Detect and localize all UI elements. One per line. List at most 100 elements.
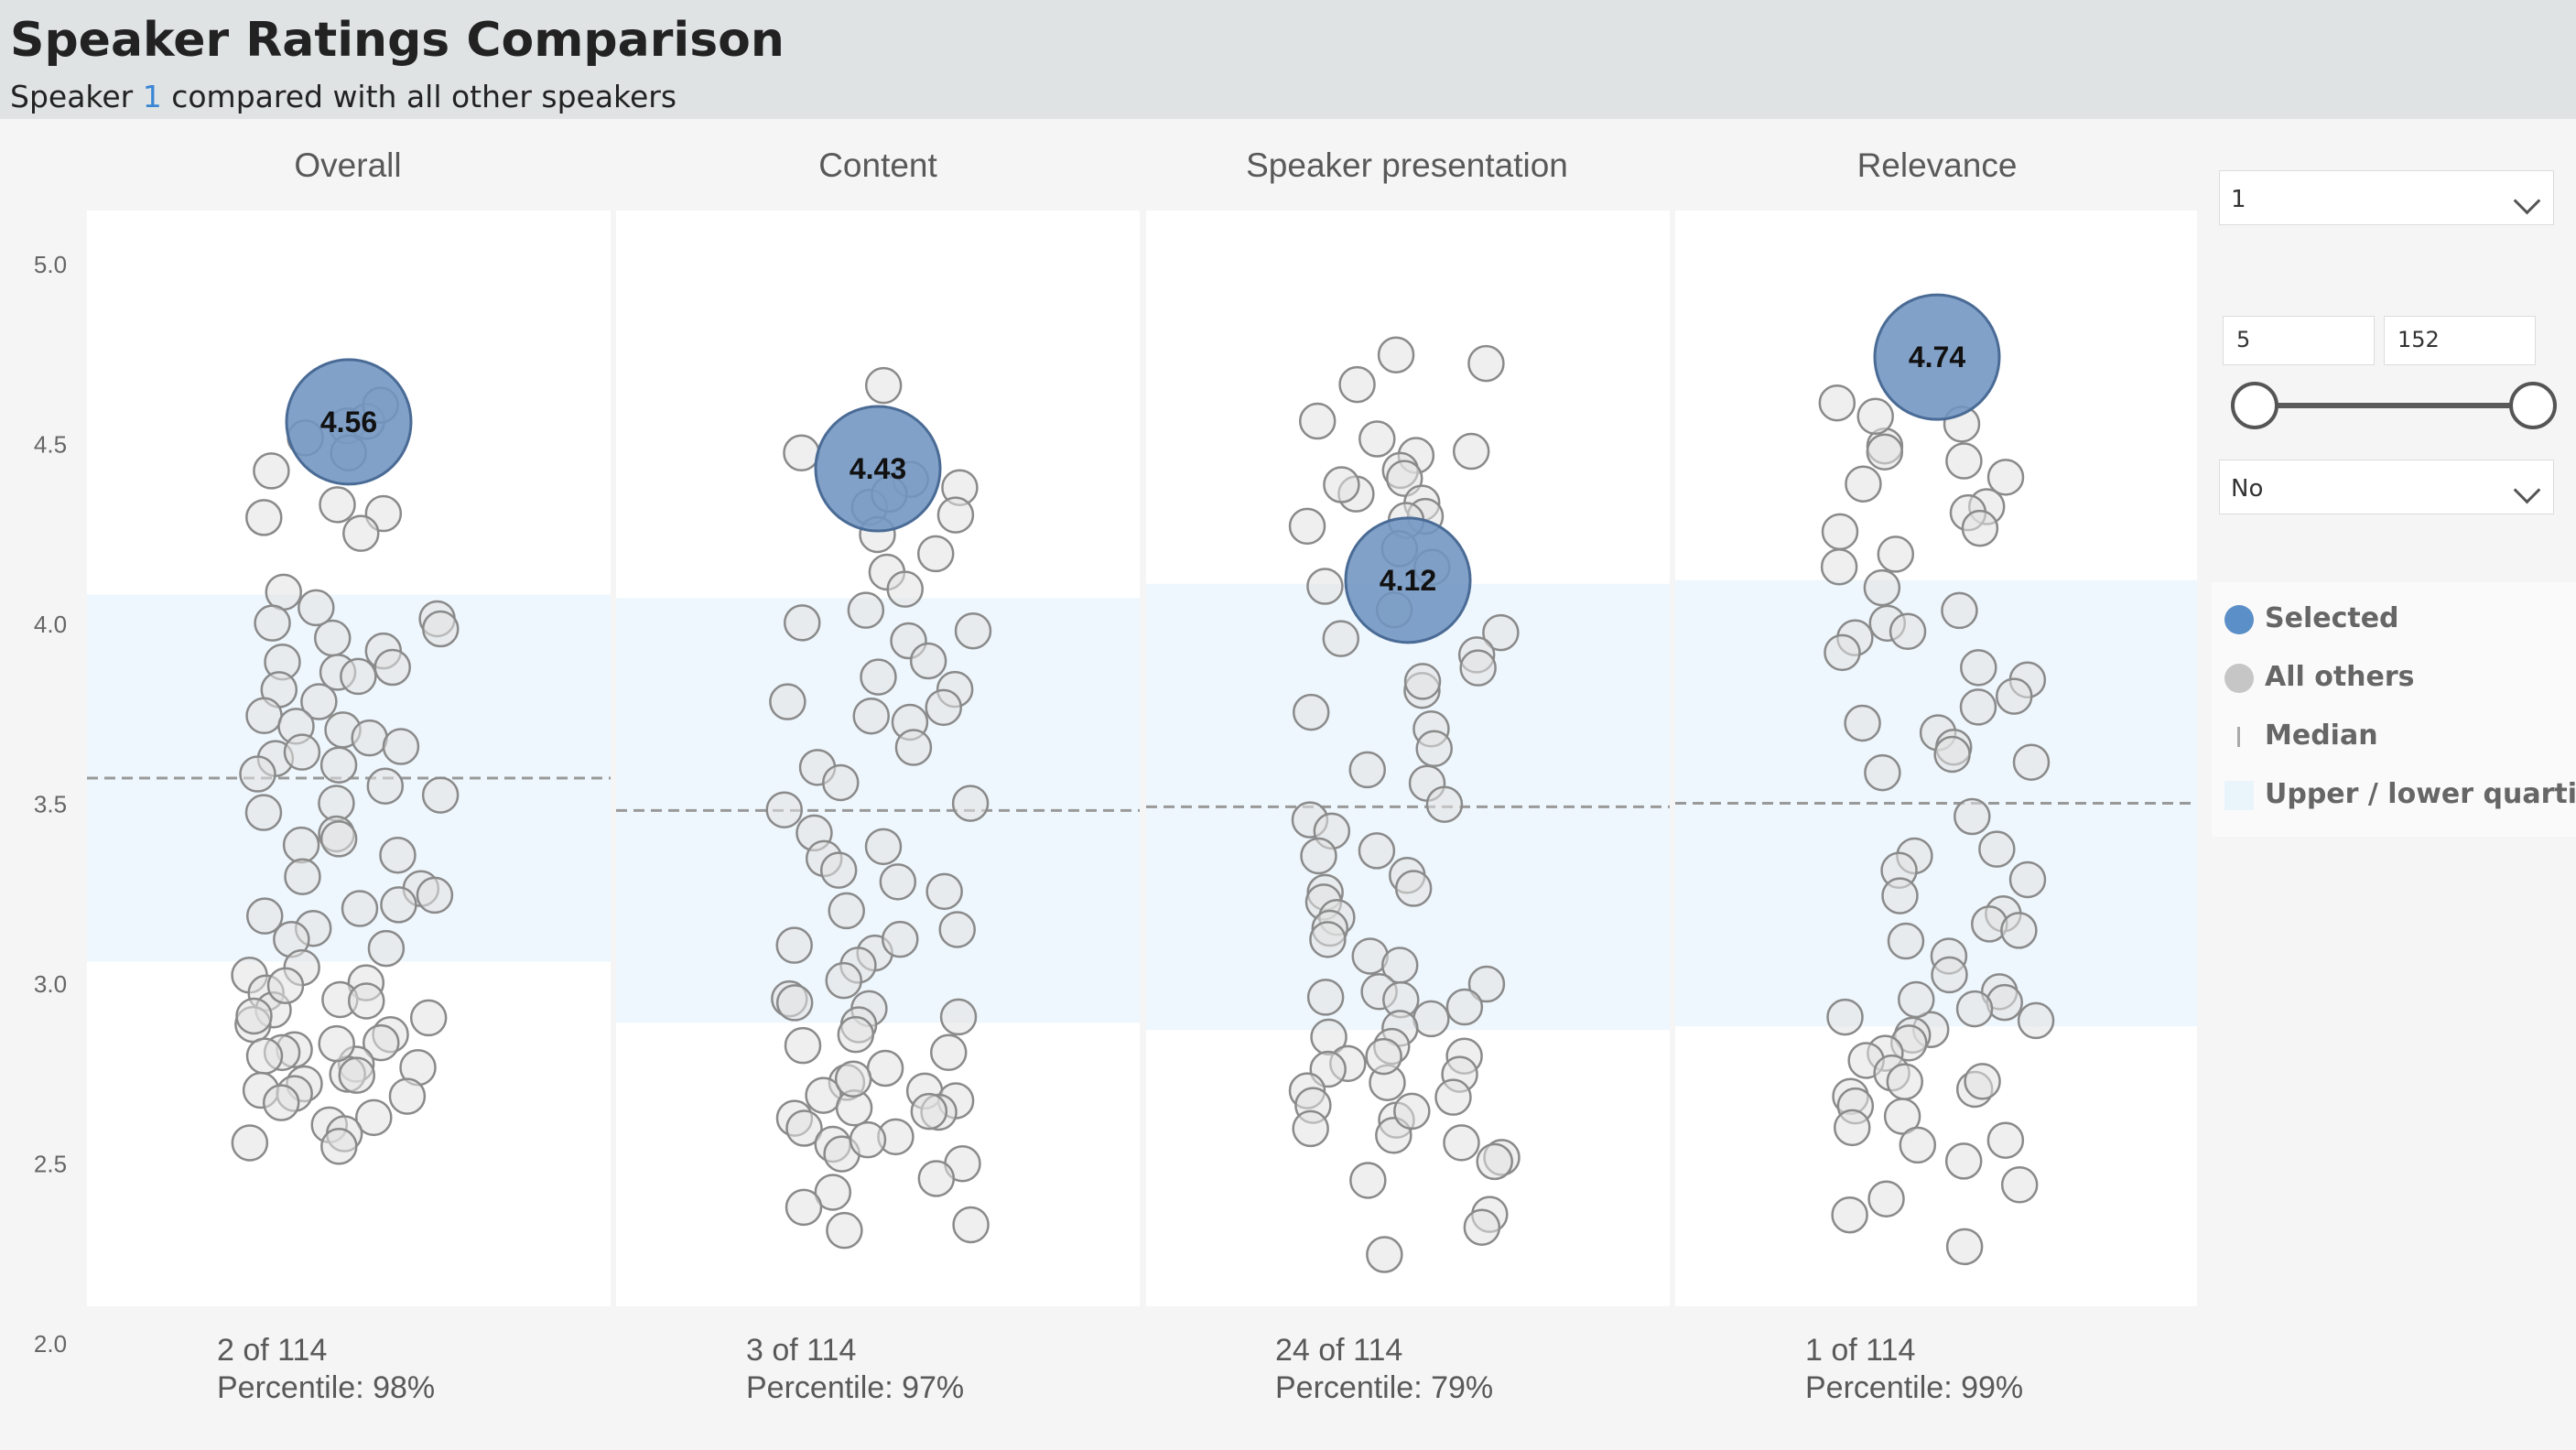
range-max-input[interactable]: 152	[2384, 316, 2536, 365]
legend-item-median: Median	[2224, 720, 2378, 752]
data-point-other	[826, 1211, 863, 1250]
selected-value-label: 4.74	[1909, 341, 1965, 373]
ratings-chart: 5.0 4.5 4.0 3.5 3.0 2.5 2.0 4.56 4.43 4.12 4.74	[34, 211, 2197, 1358]
data-point-other	[2000, 1166, 2039, 1204]
y-tick-label: 2.5	[34, 1151, 67, 1178]
data-point-other	[300, 683, 338, 720]
y-tick-label: 3.5	[34, 791, 67, 818]
data-point-other	[1467, 965, 1506, 1003]
data-point-other	[785, 1109, 823, 1147]
data-point-other	[916, 535, 955, 573]
data-point-other	[1978, 830, 2016, 868]
data-point-other	[864, 366, 903, 405]
legend-swatch-others	[2224, 663, 2254, 693]
page-title: Speaker Ratings Comparison	[10, 13, 785, 68]
data-point-other	[1366, 1236, 1403, 1273]
range-slider-max-handle[interactable]	[2509, 382, 2557, 429]
rank-speaker-presentation: 24 of 114 Percentile: 79%	[1275, 1332, 1493, 1407]
data-point-other	[388, 1077, 427, 1115]
data-point-selected	[1873, 293, 2001, 421]
data-point-other	[239, 755, 276, 793]
data-point-other	[814, 1174, 852, 1211]
data-point-other	[1945, 1228, 1984, 1266]
data-point-other	[1394, 870, 1433, 907]
data-point-other	[1986, 983, 2024, 1022]
data-point-other	[925, 688, 962, 727]
data-point-other	[1292, 1109, 1329, 1148]
rank-text: 2 of 114	[217, 1333, 328, 1368]
toggle-dropdown[interactable]: No	[2219, 460, 2554, 514]
toggle-dropdown-value: No	[2231, 475, 2264, 503]
data-point-other	[245, 499, 283, 536]
data-point-other	[1322, 620, 1360, 657]
y-tick-label: 3.0	[34, 970, 67, 998]
selected-value-label: 4.56	[320, 406, 377, 438]
data-point-other	[1959, 688, 1997, 726]
data-point-other	[1434, 1078, 1472, 1116]
data-point-other	[1463, 1208, 1501, 1246]
data-point-other	[363, 1023, 400, 1062]
data-point-other	[785, 1188, 823, 1227]
speaker-dropdown-value: 1	[2231, 186, 2246, 213]
data-point-other	[879, 863, 917, 901]
data-point-other	[1306, 979, 1345, 1016]
percentile-text: Percentile: 79%	[1275, 1370, 1494, 1405]
data-point-other	[320, 1128, 358, 1165]
header-bar: Speaker Ratings Comparison Speaker 1 com…	[0, 0, 2576, 119]
data-point-other	[1877, 536, 1915, 573]
data-point-selected	[814, 405, 942, 533]
data-point-selected	[1344, 516, 1472, 644]
data-point-other	[1425, 785, 1464, 823]
percentile-text: Percentile: 97%	[746, 1370, 965, 1405]
subtitle-suffix: compared with all other speakers	[161, 79, 677, 114]
data-point-other	[828, 892, 865, 930]
data-point-other	[355, 1098, 393, 1137]
data-point-other	[1863, 568, 1901, 607]
data-point-other	[1986, 459, 2025, 496]
data-point-other	[929, 1033, 968, 1072]
data-point-other	[1866, 433, 1904, 471]
data-point-other	[1377, 336, 1415, 373]
data-point-other	[2000, 912, 2038, 949]
data-point-other	[1960, 649, 1997, 687]
data-point-other	[254, 604, 291, 642]
data-point-other	[1482, 613, 1520, 652]
data-point-other	[1403, 663, 1442, 700]
data-point-other	[951, 785, 990, 822]
data-point-other	[421, 776, 460, 814]
data-point-other	[1933, 735, 1971, 774]
data-point-other	[284, 858, 321, 895]
data-point-other	[1300, 837, 1337, 875]
legend-item-selected: Selected	[2224, 602, 2399, 634]
data-point-other	[847, 591, 885, 629]
data-point-other	[298, 589, 335, 627]
data-point-other	[1897, 980, 1935, 1019]
data-point-other	[784, 604, 821, 642]
speaker-dropdown[interactable]: 1	[2219, 170, 2554, 225]
data-point-other	[1358, 420, 1396, 458]
data-point-other	[769, 683, 806, 720]
data-point-other	[319, 746, 358, 784]
data-point-other	[1476, 1142, 1513, 1181]
range-slider-track[interactable]	[2255, 403, 2531, 408]
panel-title-content: Content	[818, 146, 937, 184]
selected-value-label: 4.43	[850, 452, 906, 485]
data-point-other	[1443, 1124, 1480, 1162]
data-point-other	[1955, 990, 1994, 1028]
range-slider-min-handle[interactable]	[2231, 382, 2278, 429]
data-point-other	[1834, 1109, 1871, 1147]
chevron-down-icon	[2513, 476, 2541, 504]
data-point-other	[1365, 1037, 1402, 1076]
rank-text: 3 of 114	[746, 1333, 857, 1368]
data-point-other	[1292, 693, 1330, 731]
legend: Selected All others Median Upper / lower…	[2212, 582, 2576, 837]
legend-swatch-median	[2237, 726, 2240, 747]
data-point-other	[1452, 432, 1490, 471]
range-min-input[interactable]: 5	[2223, 316, 2375, 365]
rank-overall: 2 of 114 Percentile: 98%	[217, 1332, 435, 1407]
data-point-other	[342, 514, 380, 552]
data-point-selected	[285, 358, 413, 486]
data-point-other	[1889, 612, 1927, 651]
data-point-other	[319, 486, 356, 524]
chevron-down-icon	[2513, 187, 2541, 215]
